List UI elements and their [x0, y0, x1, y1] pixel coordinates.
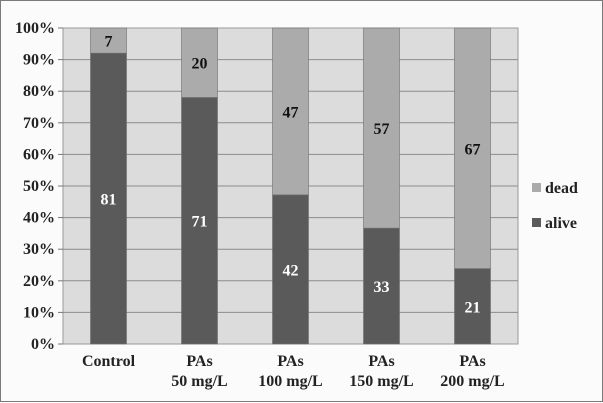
bar-segment-alive: [363, 227, 400, 345]
x-tick-label: Control: [82, 353, 136, 370]
y-tick-label: 100%: [15, 20, 55, 37]
bar-segment-alive: [90, 52, 127, 345]
y-tick-label: 0%: [31, 336, 55, 353]
data-label-alive: 42: [283, 262, 299, 279]
x-tick-label-line: PAs: [368, 353, 394, 370]
bar-segment-dead: [272, 27, 309, 196]
x-tick-label-line: PAs: [459, 353, 485, 370]
x-tick-label-line: PAs: [186, 353, 212, 370]
x-tick-label-line: 200 mg/L: [440, 373, 504, 390]
y-tick-label: 50%: [23, 178, 55, 195]
y-tick-label: 70%: [23, 115, 55, 132]
data-label-alive: 71: [192, 214, 208, 231]
data-label-dead: 57: [374, 121, 390, 138]
legend: dead alive: [532, 180, 578, 232]
x-tick-label-line: PAs: [277, 353, 303, 370]
bar-segment-alive: [272, 194, 309, 345]
legend-label-alive: alive: [545, 215, 577, 232]
y-tick-label: 60%: [23, 146, 55, 163]
data-label-alive: 81: [101, 192, 117, 209]
bar-segment-alive: [454, 268, 491, 345]
bar-segment-dead: [363, 27, 400, 229]
legend-label-dead: dead: [545, 180, 578, 197]
x-tick-label-line: Control: [82, 353, 136, 370]
bars: 81 7 71 20 42 47 33 57 21 67: [90, 27, 491, 345]
y-tick-label: 40%: [23, 210, 55, 227]
y-tick-label: 90%: [23, 52, 55, 69]
x-tick-label: PAs 100 mg/L: [258, 353, 322, 390]
x-tick-label-line: 50 mg/L: [171, 373, 227, 390]
data-label-dead: 47: [283, 104, 299, 121]
y-tick-label: 30%: [23, 241, 55, 258]
y-axis: 0% 10% 20% 30% 40% 50% 60% 70% 80% 90% 100%: [15, 20, 63, 353]
x-tick-label: PAs 200 mg/L: [440, 353, 504, 390]
x-tick-label-line: 150 mg/L: [349, 373, 413, 390]
legend-swatch-dead: [532, 183, 541, 192]
bar-segment-dead: [90, 27, 127, 54]
y-tick-label: 80%: [23, 83, 55, 100]
data-label-dead: 67: [465, 141, 481, 158]
data-label-alive: 21: [465, 299, 481, 316]
y-tick-label: 20%: [23, 273, 55, 290]
x-tick-label: PAs 150 mg/L: [349, 353, 413, 390]
data-label-dead: 7: [105, 34, 113, 51]
legend-swatch-alive: [532, 218, 541, 227]
x-tick-label: PAs 50 mg/L: [171, 353, 227, 390]
data-label-alive: 33: [374, 279, 390, 296]
bar-segment-dead: [454, 27, 491, 269]
x-tick-label-line: 100 mg/L: [258, 373, 322, 390]
bar-segment-dead: [181, 27, 218, 98]
data-label-dead: 20: [192, 56, 208, 73]
y-tick-label: 10%: [23, 304, 55, 321]
